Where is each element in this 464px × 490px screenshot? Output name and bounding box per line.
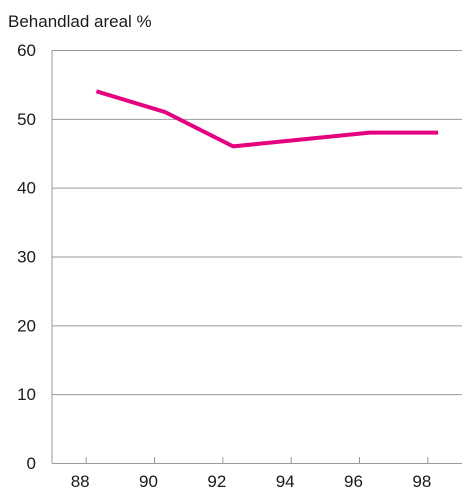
- y-tick-label-30: 30: [17, 248, 36, 267]
- x-tick-label-90: 90: [139, 472, 158, 490]
- x-tick-label-94: 94: [276, 472, 295, 490]
- y-tick-label-20: 20: [17, 316, 36, 335]
- y-tick-label-0: 0: [27, 454, 36, 473]
- x-tick-label-92: 92: [207, 472, 226, 490]
- x-tick-label-88: 88: [71, 472, 90, 490]
- y-tick-label-60: 60: [17, 41, 36, 60]
- x-tick-label-98: 98: [412, 472, 431, 490]
- series-line-0: [95, 89, 439, 149]
- y-tick-label-10: 10: [17, 385, 36, 404]
- series-group: [95, 89, 439, 149]
- y-tick-label-40: 40: [17, 179, 36, 198]
- x-tick-labels: 88 90 92 94 96 98: [71, 472, 432, 490]
- y-tick-label-50: 50: [17, 110, 36, 129]
- grid-lines: [51, 50, 462, 464]
- x-tick-label-96: 96: [344, 472, 363, 490]
- y-tick-labels: 0 10 20 30 40 50 60: [17, 41, 36, 473]
- y-axis-label: Behandlad areal %: [8, 12, 152, 31]
